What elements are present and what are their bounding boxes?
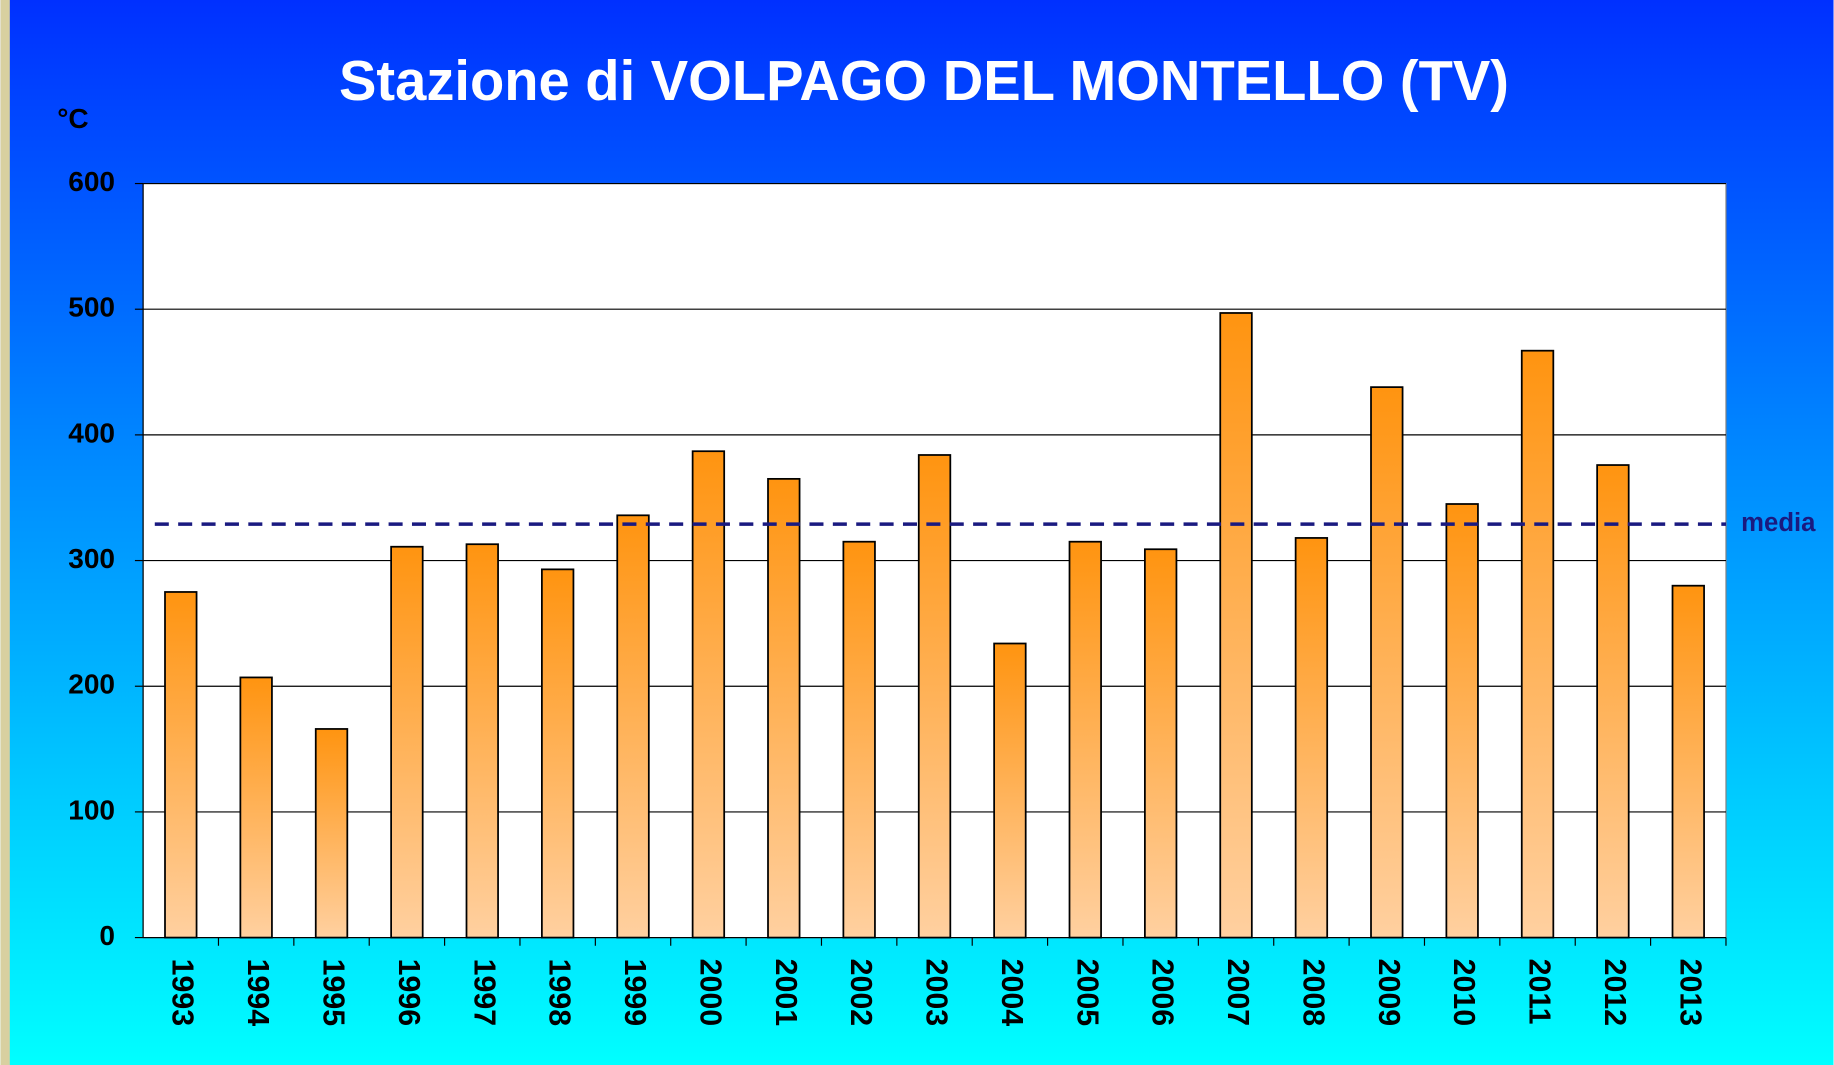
x-tick-label: 2005 [1070,959,1104,1027]
mean-label: media [1741,509,1816,537]
y-tick-label: 100 [68,794,115,825]
chart-title: Stazione di VOLPAGO DEL MONTELLO (TV) [339,49,1509,112]
bar [767,477,801,939]
bar [917,454,952,939]
y-tick-label: 600 [68,166,115,197]
bar [164,591,198,939]
y-tick-label: 300 [68,543,115,574]
x-tick-label: 2002 [844,959,878,1027]
x-tick-label: 2004 [995,959,1029,1027]
bar [1596,464,1630,939]
y-tick-label: 0 [99,920,115,951]
x-tick-label: 1995 [316,959,350,1027]
bar [540,568,575,939]
bar [1370,386,1404,939]
bar [1445,503,1479,939]
x-tick-label: 2003 [920,959,954,1027]
x-tick-label: 2008 [1296,959,1330,1027]
frame-edge [0,0,10,1065]
x-tick-label: 1998 [543,959,577,1027]
bar [993,642,1027,939]
bar [314,728,349,939]
x-tick-label: 1994 [241,959,275,1027]
x-tick-label: 2009 [1372,959,1406,1027]
x-tick-label: 2001 [769,959,803,1027]
y-axis-label: °C [57,103,88,134]
plot: 0 100 200 300 400 500 600 1993 1994 1995 1996 1997 1… [68,166,1816,1026]
bar [842,540,876,939]
bar [1294,537,1329,939]
bar [1671,584,1705,939]
x-tick-label: 1993 [166,959,200,1027]
bar [1068,540,1102,939]
x-tick-label: 2011 [1523,959,1557,1025]
y-tick-label: 200 [68,669,115,700]
x-tick-label: 2013 [1673,959,1707,1027]
y-tick-label: 500 [68,292,115,323]
bar [1520,349,1555,939]
x-tick-label: 2010 [1447,959,1481,1027]
x-tick-label: 1997 [467,959,501,1027]
x-tick-label: 2012 [1598,959,1632,1027]
bar [616,514,650,939]
bar [465,543,499,939]
x-tick-label: 2007 [1221,959,1255,1027]
bar [1144,548,1178,939]
x-tick-label: 2006 [1146,959,1180,1027]
x-tick-label: 2000 [693,959,727,1027]
bar [239,676,273,939]
x-tick-label: 1996 [392,959,426,1027]
x-tick-label: 1999 [618,959,652,1027]
bar [1219,312,1253,939]
y-tick-label: 400 [68,417,115,448]
bar [390,545,424,939]
